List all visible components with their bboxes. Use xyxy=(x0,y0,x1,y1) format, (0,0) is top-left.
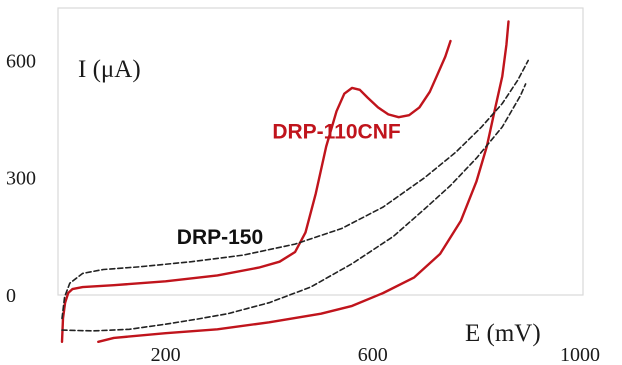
y-tick-label: 300 xyxy=(6,168,36,190)
series-labels: DRP-110CNF DRP-150 xyxy=(177,121,401,249)
y-axis-label: I (μA) xyxy=(78,56,141,83)
series-line-2-branch-1 xyxy=(61,59,530,320)
x-tick-label: 200 xyxy=(151,344,181,365)
series-layer xyxy=(60,20,530,343)
series-line-1-branch-2 xyxy=(97,20,510,343)
y-axis-ticks: 0 300 600 xyxy=(6,51,36,307)
series-line-2-branch-2 xyxy=(61,83,527,332)
y-tick-label: 0 xyxy=(6,285,16,307)
series-label-2: DRP-150 xyxy=(177,226,263,249)
x-axis-ticks: 200 600 1000 xyxy=(151,344,600,365)
x-axis-label: E (mV) xyxy=(465,320,541,347)
x-tick-label: 1000 xyxy=(560,344,600,365)
y-tick-label: 600 xyxy=(6,51,36,73)
plot-area-frame xyxy=(57,7,584,296)
series-label-1: DRP-110CNF xyxy=(272,121,401,144)
series-line-1-branch-1 xyxy=(60,39,452,343)
x-tick-label: 600 xyxy=(358,344,388,365)
